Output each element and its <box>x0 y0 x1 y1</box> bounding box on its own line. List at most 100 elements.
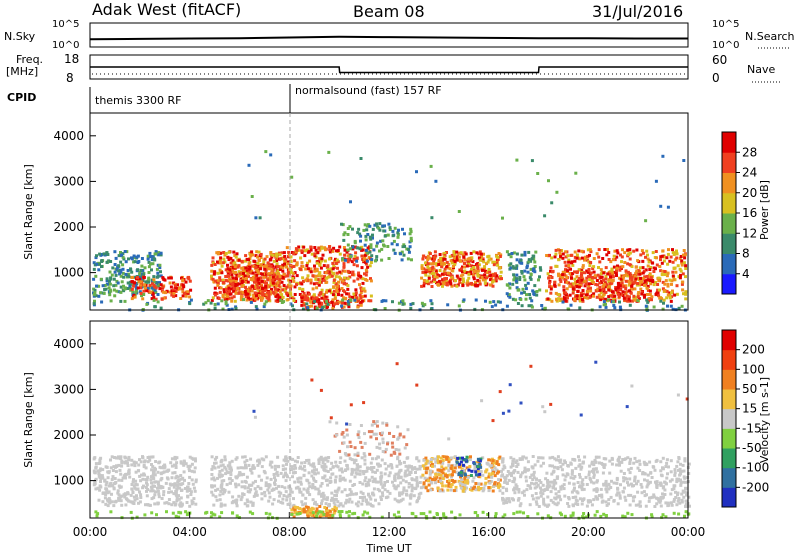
power-cell <box>559 253 562 257</box>
velocity-cell <box>323 474 327 478</box>
velocity-cell <box>402 435 406 439</box>
power-cell <box>440 272 444 276</box>
power-cell <box>533 260 537 264</box>
power-cell <box>262 289 266 292</box>
power-cell <box>671 270 675 274</box>
velocity-cell <box>333 478 337 482</box>
velocity-cell <box>396 425 400 429</box>
power-cell <box>325 280 329 284</box>
velocity-cell <box>213 461 216 465</box>
velocity-cell <box>267 485 271 489</box>
power-cell <box>666 284 670 288</box>
power-cell <box>671 260 675 264</box>
velocity-cell <box>348 479 352 483</box>
velocity-cell <box>251 481 255 485</box>
power-cell <box>401 227 404 231</box>
power-cell <box>422 267 426 271</box>
velocity-cell <box>242 472 246 476</box>
power-cell <box>635 248 639 252</box>
velocity-cell <box>487 486 491 489</box>
power-cell <box>684 297 688 301</box>
power-cell <box>639 276 642 280</box>
velocity-cell <box>224 467 228 471</box>
velocity-cell <box>260 497 264 501</box>
power-cell <box>671 307 675 311</box>
velocity-cell <box>436 486 440 490</box>
velocity-cell <box>152 496 156 500</box>
power-cell <box>526 270 530 274</box>
power-cell <box>470 256 474 260</box>
power-cell <box>346 227 350 230</box>
velocity-cell <box>302 473 306 477</box>
velocity-cell <box>142 472 146 476</box>
power-cell <box>120 253 123 257</box>
power-cell <box>236 265 240 269</box>
velocity-cell <box>592 473 596 477</box>
power-cell <box>659 258 662 262</box>
velocity-cell <box>251 501 255 505</box>
velocity-cell <box>313 502 316 506</box>
power-cell <box>438 274 442 278</box>
velocity-cell <box>142 484 145 488</box>
velocity-cell <box>410 478 414 482</box>
power-cell <box>318 261 322 265</box>
velocity-cell <box>144 486 148 489</box>
power-cell <box>476 272 480 276</box>
velocity-cell <box>646 473 650 477</box>
velocity-cell <box>246 486 250 490</box>
velocity-cell <box>172 485 176 489</box>
power-cell <box>674 270 678 274</box>
velocity-cell <box>639 483 643 486</box>
power-cell <box>174 289 178 293</box>
power-cell <box>420 265 424 269</box>
power-cell <box>509 255 513 259</box>
velocity-cell <box>342 441 346 445</box>
power-cell <box>239 296 243 300</box>
power-cell <box>351 295 354 299</box>
velocity-cell <box>254 492 258 496</box>
power-cell <box>231 259 235 263</box>
velocity-cell <box>683 457 687 461</box>
velocity-cell <box>167 490 171 494</box>
velocity-cell <box>380 458 384 462</box>
velocity-cell <box>270 465 274 469</box>
nsky-tick-bottom: 10^0 <box>52 40 79 51</box>
velocity-cell <box>219 460 223 464</box>
power-cell <box>216 271 220 275</box>
velocity-cell <box>559 487 563 491</box>
power-cell <box>262 260 266 264</box>
velocity-cell <box>419 475 423 479</box>
velocity-cell <box>574 502 578 506</box>
velocity-cell <box>131 480 135 484</box>
velocity-cell <box>98 458 102 462</box>
power-cell <box>235 252 239 256</box>
power-cell <box>364 234 368 238</box>
velocity-cell <box>478 459 482 463</box>
power-cell <box>659 299 663 303</box>
power-cell <box>307 297 311 301</box>
power-cell <box>328 245 332 249</box>
power-cell <box>531 289 535 293</box>
power-cell <box>254 270 258 274</box>
velocity-cell <box>314 480 318 483</box>
power-cell <box>611 271 615 275</box>
power-cell <box>132 293 136 297</box>
power-cell <box>222 288 226 292</box>
velocity-cell <box>384 467 388 471</box>
velocity-cell <box>249 500 253 504</box>
power-cell <box>408 245 412 249</box>
power-cell <box>150 258 154 262</box>
velocity-cell <box>188 504 192 508</box>
velocity-cell <box>553 502 557 506</box>
velocity-cell <box>120 461 124 465</box>
velocity-cell <box>414 486 418 490</box>
velocity-cell <box>672 497 676 501</box>
power-cell <box>569 267 572 271</box>
velocity-cell <box>441 459 445 462</box>
velocity-cell <box>473 468 477 471</box>
power-cell <box>426 258 430 262</box>
power-cell <box>633 274 637 278</box>
velocity-cell <box>419 486 423 490</box>
velocity-cell <box>96 469 100 473</box>
power-cell <box>281 269 285 273</box>
